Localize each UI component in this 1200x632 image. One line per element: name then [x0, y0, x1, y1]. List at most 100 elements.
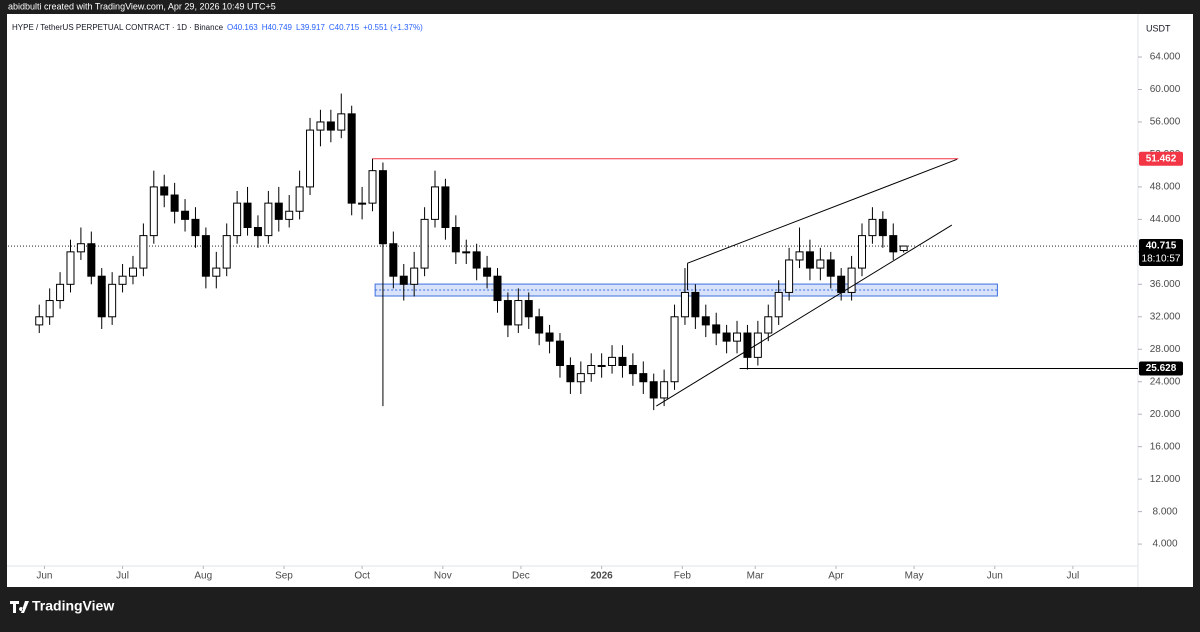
candle-body [795, 251, 804, 261]
candle-body [774, 291, 783, 318]
y-tick-label: 60.000 [1150, 84, 1181, 95]
candle-body [608, 356, 617, 366]
x-tick-label: Jul [1067, 571, 1080, 582]
legend-text: C40.715 [329, 23, 360, 32]
x-tick-label: Dec [512, 571, 530, 582]
legend-text: L39.917 [296, 23, 325, 32]
y-tick-label: 36.000 [1150, 279, 1181, 290]
y-tick-label: 8.000 [1152, 506, 1177, 517]
y-tick-label: 12.000 [1150, 474, 1181, 485]
x-tick-label: 2026 [591, 571, 614, 582]
candle-body [212, 267, 221, 277]
brand: TradingView [32, 598, 114, 614]
candle-body [181, 210, 190, 220]
candle-body [701, 316, 710, 326]
candle-body [878, 218, 887, 237]
candle-body [899, 245, 908, 252]
candle-body [35, 316, 44, 326]
candle-body [191, 218, 200, 237]
candle-body [45, 300, 54, 318]
candle-body [858, 235, 867, 269]
candle-body [837, 275, 846, 293]
candle-body [306, 129, 315, 188]
candle-body [201, 235, 210, 277]
candle-body [233, 202, 242, 237]
candle-body [483, 267, 492, 277]
candle-body [889, 235, 898, 253]
candle-body [108, 283, 117, 318]
candle-body [87, 243, 96, 277]
credit: abidbulti created with TradingView.com, … [8, 1, 276, 11]
y-tick-label: 16.000 [1150, 441, 1181, 452]
x-tick-label: Mar [747, 571, 765, 582]
y-tick-label: 56.000 [1150, 117, 1181, 128]
candle-body [514, 300, 523, 326]
candle-body [97, 275, 106, 318]
candle-body [524, 300, 533, 318]
candle-body [295, 186, 304, 212]
candle-body [753, 332, 762, 358]
candle-body [816, 259, 825, 269]
candle-body [462, 251, 471, 254]
last-price-label: 40.715 [1146, 241, 1177, 252]
candle-body [451, 226, 460, 253]
legend-text: HYPE / TetherUS PERPETUAL CONTRACT · 1D … [12, 23, 224, 32]
candle-body [222, 235, 231, 269]
candle-body [691, 291, 700, 318]
trendline [656, 224, 953, 407]
candle-body [785, 259, 794, 293]
candle-body [764, 316, 773, 334]
candle-body [56, 283, 65, 302]
price-label: 51.462 [1146, 153, 1177, 164]
candle-body [628, 364, 637, 375]
y-tick-label: 4.000 [1152, 539, 1177, 550]
candle-body [316, 121, 325, 131]
candle-body [170, 194, 179, 212]
candle-body [399, 275, 408, 285]
candle-body [326, 121, 335, 131]
candle-body [347, 113, 356, 204]
y-tick-label: 24.000 [1150, 376, 1181, 387]
candle-body [493, 275, 502, 302]
candle-body [597, 364, 606, 367]
candle-body [139, 235, 148, 269]
candle-body [545, 332, 554, 342]
candle-body [649, 381, 658, 399]
candle-body [847, 267, 856, 293]
candle-body [805, 251, 814, 269]
price-label: 25.628 [1146, 363, 1177, 374]
price-label-box [1139, 151, 1183, 166]
candle-body [639, 373, 648, 383]
candle-body [337, 113, 346, 131]
candle-body [587, 364, 596, 375]
candle-body [431, 186, 440, 220]
x-tick-label: Nov [434, 571, 452, 582]
candle-body [868, 218, 877, 237]
x-tick-label: Oct [354, 571, 370, 582]
candle-body [274, 202, 283, 220]
candle-body [66, 251, 75, 285]
x-tick-label: Jun [987, 571, 1003, 582]
candle-body [743, 332, 752, 358]
candle-body [712, 324, 721, 334]
candle-body [660, 381, 669, 399]
last-price-box [1139, 239, 1183, 267]
x-tick-label: Jun [36, 571, 52, 582]
y-tick-label: 20.000 [1150, 409, 1181, 420]
candle-body [472, 251, 481, 269]
candle-body [410, 267, 419, 285]
candle-body [118, 275, 127, 285]
candle-body [358, 202, 367, 205]
candle-body [535, 316, 544, 334]
candle-body [160, 186, 169, 196]
legend: HYPE / TetherUS PERPETUAL CONTRACT · 1D … [12, 23, 423, 32]
candle-body [389, 243, 398, 277]
candle-body [149, 186, 158, 237]
candle-body [566, 364, 575, 383]
candle-body [368, 170, 377, 204]
candle-body [733, 332, 742, 342]
candle-body [253, 226, 262, 237]
candle-body [128, 267, 137, 277]
trendline [687, 158, 958, 264]
